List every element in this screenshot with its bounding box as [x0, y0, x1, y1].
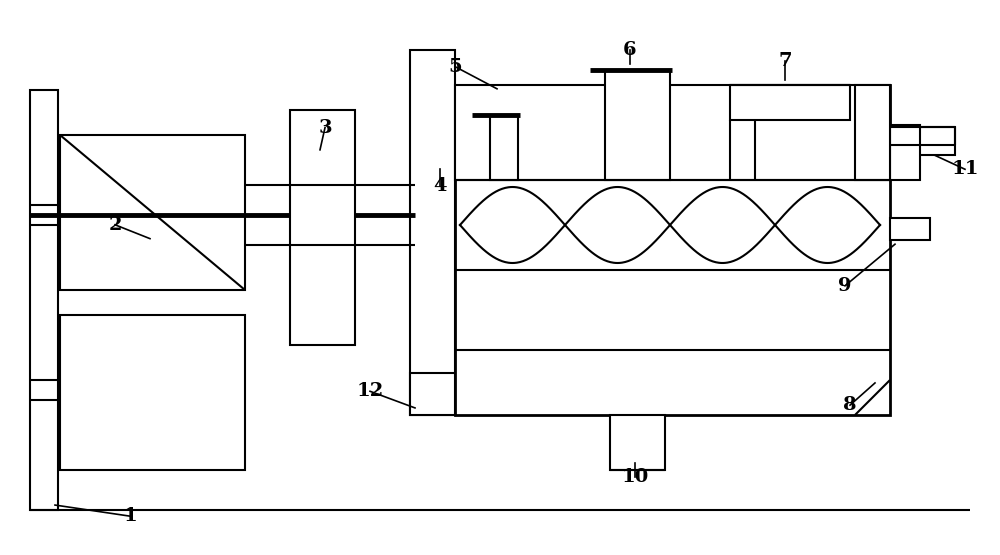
Bar — [60, 315, 245, 470]
Text: 6: 6 — [623, 41, 637, 59]
Text: 2: 2 — [108, 216, 122, 234]
Text: 3: 3 — [318, 119, 332, 137]
Bar — [890, 218, 930, 240]
Bar — [855, 85, 890, 180]
Bar — [490, 115, 518, 180]
Bar — [455, 85, 890, 180]
Bar — [455, 85, 890, 415]
Text: 10: 10 — [621, 468, 649, 486]
Bar — [890, 125, 920, 180]
Text: 5: 5 — [448, 58, 462, 75]
Bar — [890, 127, 955, 155]
Bar — [730, 85, 850, 120]
Text: 4: 4 — [433, 177, 447, 195]
Bar — [410, 50, 455, 415]
Text: 12: 12 — [356, 382, 384, 400]
Text: 7: 7 — [778, 52, 792, 70]
Text: 1: 1 — [123, 507, 137, 525]
Bar — [605, 70, 670, 180]
Bar — [410, 373, 455, 415]
Text: 8: 8 — [843, 396, 857, 414]
Bar — [60, 135, 245, 290]
Bar — [290, 110, 355, 345]
Text: 11: 11 — [951, 160, 979, 178]
Bar — [30, 90, 58, 510]
Text: 9: 9 — [838, 277, 852, 295]
Bar — [610, 415, 665, 470]
